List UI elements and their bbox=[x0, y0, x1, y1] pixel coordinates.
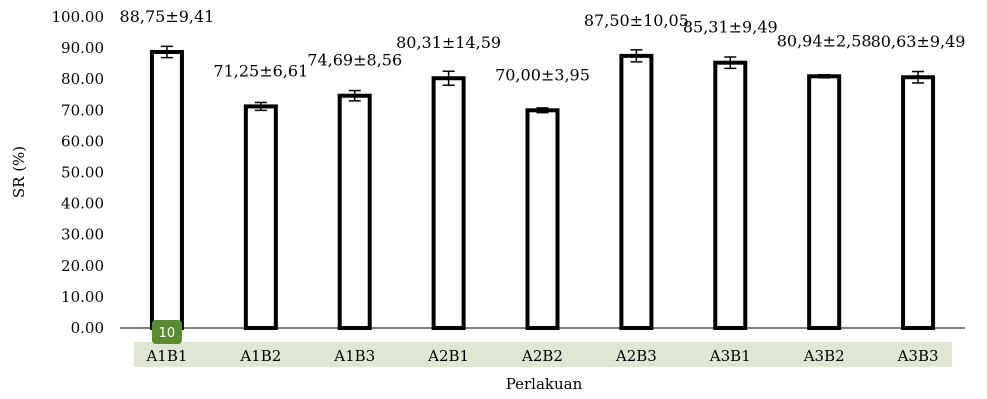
data-label: 87,50±10,05 bbox=[584, 11, 689, 30]
error-bar-a1b2 bbox=[254, 101, 267, 112]
data-label: 88,75±9,41 bbox=[120, 7, 215, 26]
y-tick-label: 30.00 bbox=[61, 226, 104, 244]
error-bar-a3b2 bbox=[818, 73, 831, 79]
bar-a2b3 bbox=[619, 53, 654, 330]
x-tick-label: A3B1 bbox=[709, 347, 751, 365]
x-tick-label: A3B3 bbox=[897, 347, 939, 365]
data-label: 80,94±2,58 bbox=[777, 31, 872, 50]
y-tick-label: 20.00 bbox=[61, 257, 104, 275]
error-bar-a1b1 bbox=[160, 45, 173, 59]
bar-a1b1 bbox=[149, 49, 184, 331]
y-tick-label: 100.00 bbox=[52, 8, 105, 26]
y-tick-label: 40.00 bbox=[61, 195, 104, 213]
data-label: 71,25±6,61 bbox=[213, 61, 308, 80]
x-tick-label: A1B1 bbox=[145, 347, 187, 365]
error-bar-a2b3 bbox=[630, 49, 643, 63]
y-axis-title: SR (%) bbox=[10, 146, 28, 198]
y-tick-label: 80.00 bbox=[61, 70, 104, 88]
y-tick-label: 0.00 bbox=[71, 319, 104, 337]
bar-a1b3 bbox=[337, 93, 372, 331]
category-highlight bbox=[134, 342, 952, 367]
bar-a2b2 bbox=[525, 108, 560, 330]
bar-a3b1 bbox=[713, 60, 748, 330]
data-label: 80,63±9,49 bbox=[871, 32, 966, 51]
x-tick-label: A1B2 bbox=[239, 347, 281, 365]
data-label: 85,31±9,49 bbox=[683, 18, 778, 37]
y-tick-label: 60.00 bbox=[61, 132, 104, 150]
y-tick-label: 50.00 bbox=[61, 164, 104, 182]
bar-a1b2 bbox=[243, 104, 278, 330]
x-tick-label: A3B2 bbox=[803, 347, 845, 365]
x-axis-title: Perlakuan bbox=[506, 375, 583, 393]
error-bar-a2b1 bbox=[442, 70, 455, 86]
error-bar-a2b2 bbox=[536, 107, 549, 114]
data-label: 80,31±14,59 bbox=[396, 33, 501, 52]
data-label: 74,69±8,56 bbox=[307, 51, 402, 70]
bar-a2b1 bbox=[431, 76, 466, 330]
page-badge bbox=[151, 320, 182, 344]
y-tick-label: 10.00 bbox=[61, 288, 104, 306]
page-badge-text: 10 bbox=[159, 326, 176, 341]
data-label: 70,00±3,95 bbox=[495, 65, 590, 84]
y-tick-label: 90.00 bbox=[61, 39, 104, 57]
bar-a3b3 bbox=[901, 75, 936, 330]
x-tick-label: A2B3 bbox=[615, 347, 657, 365]
x-tick-label: A2B2 bbox=[521, 347, 563, 365]
y-tick-label: 70.00 bbox=[61, 101, 104, 119]
error-bar-a3b1 bbox=[724, 56, 737, 70]
x-tick-label: A1B3 bbox=[333, 347, 375, 365]
error-bar-a1b3 bbox=[348, 89, 361, 102]
bar-a3b2 bbox=[807, 74, 842, 331]
error-bar-a3b3 bbox=[912, 70, 925, 84]
x-tick-label: A2B1 bbox=[427, 347, 469, 365]
